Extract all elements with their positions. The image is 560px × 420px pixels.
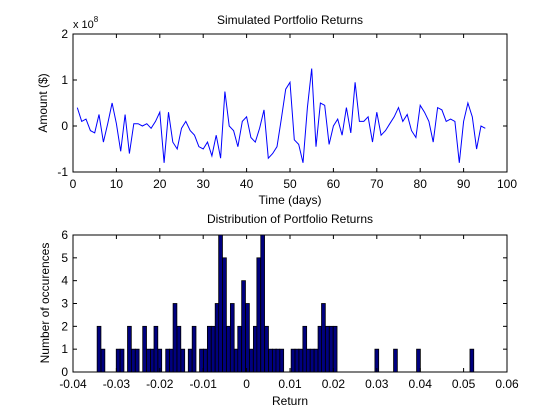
- returns-series-line: [76, 68, 486, 163]
- y-tick-label-bottom: 0: [61, 365, 68, 379]
- histogram-bar: [249, 348, 254, 373]
- histogram-bars: [96, 234, 475, 373]
- histogram-bar: [210, 325, 216, 373]
- histogram-bar: [325, 325, 330, 373]
- x-tick-label-bottom: -0.03: [103, 377, 131, 391]
- y-exponent-label: x 108: [73, 15, 99, 31]
- chart-title-bottom: Distribution of Portfolio Returns: [207, 212, 373, 226]
- x-tick-label-bottom: -0.04: [59, 377, 87, 391]
- y-tick-label-bottom: 4: [61, 274, 68, 288]
- histogram-bar: [256, 257, 262, 373]
- histogram-bar: [416, 348, 421, 373]
- histogram-bar: [298, 348, 304, 373]
- histogram-bar: [176, 325, 182, 373]
- histogram-bar: [180, 348, 186, 373]
- y-tick-label-top: -1: [57, 165, 68, 179]
- y-tick-label-top: 2: [61, 27, 68, 41]
- histogram-bar: [127, 325, 132, 373]
- x-tick-label-top: 100: [497, 177, 517, 191]
- histogram-bar: [241, 280, 246, 373]
- x-tick-label-top: 50: [283, 177, 297, 191]
- histogram-bar: [229, 303, 235, 373]
- x-tick-label-bottom: 0.03: [365, 377, 389, 391]
- histogram-bar: [96, 325, 102, 373]
- histogram-bar: [264, 325, 269, 373]
- histogram-bar: [309, 348, 315, 373]
- x-tick-label-bottom: 0: [243, 377, 250, 391]
- histogram-bar: [469, 348, 475, 373]
- histogram-bar: [237, 325, 242, 373]
- returns-line-chart: Simulated Portfolio Returns x 108 0 10 20 3…: [36, 13, 517, 207]
- histogram-bar: [290, 348, 296, 373]
- x-tick-label-bottom: 0.05: [452, 377, 476, 391]
- x-tick-label-top: 60: [327, 177, 341, 191]
- x-tick-label-bottom: -0.01: [190, 377, 218, 391]
- y-exponent-prefix: x 10: [73, 19, 94, 31]
- y-tick-label-bottom: 6: [61, 228, 68, 242]
- histogram-bar: [218, 234, 223, 373]
- x-tick-label-bottom: 0.04: [409, 377, 433, 391]
- histogram-bar: [131, 348, 136, 373]
- x-axis-label-top: Time (days): [259, 193, 322, 207]
- histogram-bar: [294, 348, 300, 373]
- x-tick-label-top: 70: [370, 177, 384, 191]
- x-tick-label-bottom: 0.01: [278, 377, 302, 391]
- histogram-bar: [279, 348, 285, 373]
- histogram-bar: [226, 325, 231, 373]
- x-tick-label-top: 0: [70, 177, 77, 191]
- y-axis-label-top: Amount ($): [36, 73, 50, 132]
- histogram-bar: [142, 325, 147, 373]
- histogram-bar: [153, 325, 159, 373]
- histogram-bar: [268, 348, 273, 373]
- x-tick-label-top: 40: [240, 177, 254, 191]
- chart-title-top: Simulated Portfolio Returns: [217, 13, 363, 27]
- histogram-bar: [119, 348, 125, 373]
- histogram-bar: [134, 348, 140, 373]
- histogram-bar: [332, 325, 338, 373]
- x-tick-label-bottom: -0.02: [146, 377, 174, 391]
- histogram-bar: [313, 348, 319, 373]
- histogram-bar: [305, 348, 311, 373]
- histogram-bar: [172, 303, 178, 373]
- histogram-bar: [187, 348, 193, 373]
- histogram-bar: [206, 325, 212, 373]
- histogram-bar: [203, 348, 208, 373]
- ticks-bottom: -0.04 -0.03 -0.02 -0.01 0 0.01 0.02 0.03 0.04 0.0…: [59, 228, 519, 391]
- histogram-bar: [260, 234, 265, 373]
- y-tick-label-bottom: 2: [61, 319, 68, 333]
- histogram-bar: [245, 303, 250, 373]
- y-tick-label-bottom: 5: [61, 251, 68, 265]
- histogram-bar: [275, 348, 281, 373]
- histogram-bar: [165, 348, 170, 373]
- x-tick-label-top: 90: [457, 177, 471, 191]
- x-axis-label-bottom: Return: [272, 394, 308, 408]
- histogram-bar: [321, 303, 326, 373]
- x-tick-label-top: 30: [197, 177, 211, 191]
- histogram-bar: [222, 257, 227, 373]
- y-tick-label-bottom: 1: [61, 342, 68, 356]
- histogram-bar: [146, 348, 151, 373]
- x-tick-label-bottom: 0.02: [322, 377, 346, 391]
- x-tick-label-top: 10: [110, 177, 124, 191]
- y-axis-label-bottom: Number of occurences: [38, 243, 52, 364]
- plot-area-top: [72, 33, 508, 173]
- x-tick-label-bottom: 0.06: [495, 377, 519, 391]
- y-tick-label-bottom: 3: [61, 297, 68, 311]
- histogram-bar: [100, 348, 106, 373]
- histogram-bar: [328, 325, 334, 373]
- histogram-bar: [191, 325, 197, 373]
- y-tick-label-top: 1: [61, 73, 68, 87]
- returns-histogram: Distribution of Portfolio Returns -0.04-…: [38, 212, 519, 408]
- y-exponent-power: 8: [94, 15, 99, 24]
- histogram-bar: [393, 348, 398, 373]
- y-tick-label-top: 0: [61, 119, 68, 133]
- x-tick-label-top: 80: [414, 177, 428, 191]
- x-tick-label-top: 20: [153, 177, 167, 191]
